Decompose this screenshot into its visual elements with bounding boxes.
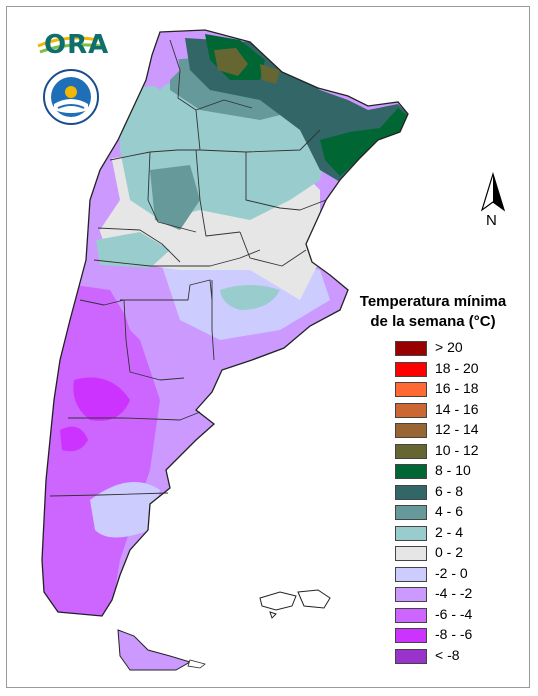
legend-swatch	[395, 341, 427, 356]
legend-item: 14 - 16	[395, 400, 523, 421]
legend-label: 10 - 12	[435, 441, 479, 458]
legend-swatch	[395, 402, 427, 418]
legend-swatch	[395, 423, 427, 438]
legend-label: -6 - -4	[435, 605, 473, 622]
legend-label: -4 - -2	[435, 585, 473, 601]
legend-swatch	[395, 361, 427, 377]
malvinas-islands	[259, 589, 331, 619]
legend-swatch	[395, 607, 427, 623]
legend-label: 4 - 6	[435, 503, 464, 519]
legend-item: 8 - 10	[395, 461, 523, 482]
north-arrow: N	[478, 171, 508, 232]
legend-swatch	[395, 484, 427, 500]
legend-swatch	[395, 443, 427, 459]
legend-items: > 20 18 - 20 16 - 18 14 - 16 12 - 14 10 - 12 8…	[395, 338, 523, 666]
legend-label: 16 - 18	[435, 380, 479, 396]
ora-logo-text: ORA	[44, 30, 110, 60]
legend: Temperatura mínima de la semana (°C) > 2…	[343, 292, 523, 666]
legend-swatch	[395, 505, 427, 520]
legend-label: 8 - 10	[435, 462, 471, 478]
legend-item: -4 - -2	[395, 584, 523, 605]
legend-item: -6 - -4	[395, 605, 523, 626]
legend-title-line2: de la semana (°C)	[370, 313, 496, 330]
national-weather-service-seal	[42, 68, 100, 126]
legend-label: -8 - -6	[435, 626, 473, 642]
legend-item: 16 - 18	[395, 379, 523, 400]
legend-swatch	[395, 587, 427, 602]
legend-swatch	[395, 566, 427, 582]
legend-label: 12 - 14	[435, 421, 479, 437]
legend-swatch	[395, 464, 427, 479]
legend-label: 18 - 20	[435, 359, 479, 376]
legend-item: 2 - 4	[395, 523, 523, 544]
legend-item: -8 - -6	[395, 625, 523, 646]
legend-swatch	[395, 525, 427, 541]
legend-swatch	[395, 628, 427, 643]
legend-label: > 20	[435, 339, 463, 355]
legend-item: 6 - 8	[395, 482, 523, 503]
north-label: N	[486, 212, 497, 229]
legend-label: 14 - 16	[435, 400, 479, 417]
legend-item: 10 - 12	[395, 441, 523, 462]
legend-label: -2 - 0	[435, 564, 468, 581]
legend-swatch	[395, 546, 427, 561]
legend-item: -2 - 0	[395, 564, 523, 585]
legend-item: > 20	[395, 338, 523, 359]
legend-item: 4 - 6	[395, 502, 523, 523]
legend-item: 18 - 20	[395, 359, 523, 380]
legend-swatch	[395, 648, 427, 664]
ora-logo: ORA	[36, 26, 110, 60]
legend-label: 2 - 4	[435, 523, 464, 540]
legend-label: 6 - 8	[435, 482, 464, 499]
legend-item: < -8	[395, 646, 523, 667]
legend-title-line1: Temperatura mínima	[359, 293, 507, 310]
legend-item: 12 - 14	[395, 420, 523, 441]
legend-label: 0 - 2	[435, 544, 464, 560]
legend-item: 0 - 2	[395, 543, 523, 564]
legend-label: < -8	[435, 646, 460, 663]
legend-swatch	[395, 382, 427, 397]
